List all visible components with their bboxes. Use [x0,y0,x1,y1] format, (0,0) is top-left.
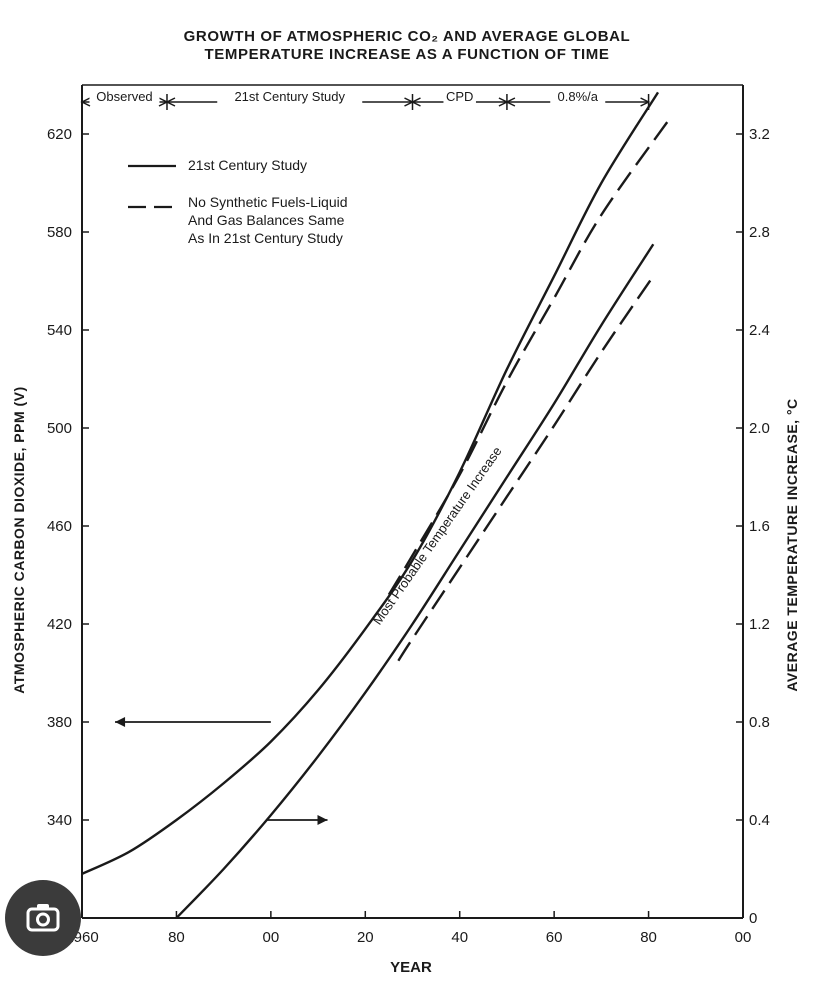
y-tick-label-right: 3.2 [749,126,770,143]
axes: 1960800020406080003003403804204605005405… [47,84,770,946]
period-arrow-left [165,97,176,107]
camera-icon [26,904,60,932]
y-tick-label-right: 0.4 [749,812,770,829]
period-arrow-right [640,97,651,107]
y-tick-label-left: 580 [47,224,72,241]
period-label-bg [89,88,160,104]
period-bar: Observed 21st Century Study CPD 0.8%/a [80,88,651,110]
y-tick-label-right: 2.4 [749,322,770,339]
x-tick-label: 40 [451,929,468,946]
period-arrow-left [505,97,516,107]
series-line-left-solid [81,91,660,875]
period-label-bg [217,88,363,104]
y-tick-label-right: 0.8 [749,714,770,731]
series-line-left-dashed [387,121,669,596]
x-tick-label: 20 [357,929,374,946]
period-label: 21st Century Study [234,89,345,104]
period-label-bg [550,88,606,104]
y-tick-label-left: 420 [47,616,72,633]
y-tick-label-right: 0 [749,910,757,927]
series-line-right-dashed [397,275,655,662]
period-label: 0.8%/a [558,89,599,104]
legend-label: As In 21st Century Study [188,230,343,246]
y-tick-label-left: 500 [47,420,72,437]
x-tick-label: 60 [546,929,563,946]
y-tick-label-right: 1.6 [749,518,770,535]
y-tick-label-left: 540 [47,322,72,339]
y-axis-label-left: ATMOSPHERIC CARBON DIOXIDE, PPM (V) [11,386,27,693]
camera-search-button[interactable] [5,880,81,956]
x-tick-label: 00 [263,929,280,946]
y-tick-label-left: 460 [47,518,72,535]
period-label: Observed [96,89,152,104]
period-label: CPD [446,89,473,104]
legend-label: And Gas Balances Same [188,212,345,228]
y-axis-label-right: AVERAGE TEMPERATURE INCREASE, °C [784,398,800,691]
legend-label: 21st Century Study [188,157,307,173]
y-tick-label-right: 2.0 [749,420,770,437]
series-lines [81,91,669,919]
y-tick-label-left: 620 [47,126,72,143]
legend: 21st Century Study No Synthetic Fuels-Liq… [128,157,348,246]
x-tick-label: 80 [168,929,185,946]
period-arrow-left [80,97,91,107]
chart-title-line2: TEMPERATURE INCREASE AS A FUNCTION OF TI… [204,46,610,63]
y-tick-label-left: 340 [47,812,72,829]
legend-label: No Synthetic Fuels-Liquid [188,194,348,210]
y-tick-label-left: 380 [47,714,72,731]
arrow-head-left [115,717,126,727]
arrow-head-right [317,815,328,825]
series-line-right-solid [175,243,655,919]
period-arrow-left [410,97,421,107]
period-label-bg [443,88,476,104]
y-tick-label-right: 1.2 [749,616,770,633]
x-tick-label: 80 [640,929,657,946]
x-axis-label: YEAR [390,959,432,976]
x-tick-label: 00 [735,929,752,946]
chart-title: GROWTH OF ATMOSPHERIC CO₂ AND AVERAGE GL… [183,28,631,45]
y-tick-label-right: 2.8 [749,224,770,241]
